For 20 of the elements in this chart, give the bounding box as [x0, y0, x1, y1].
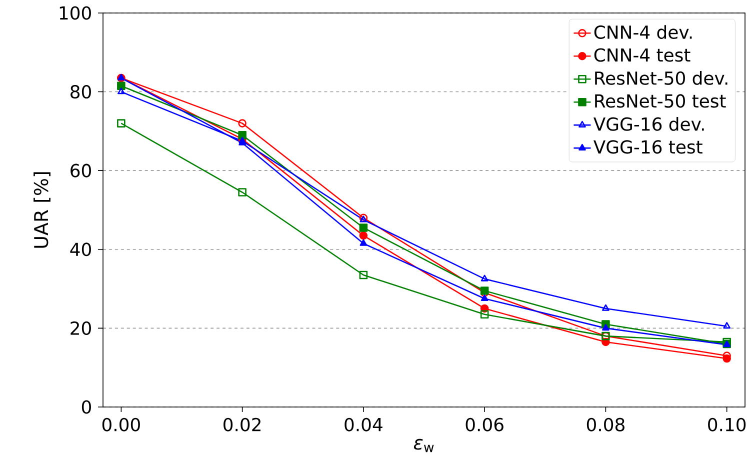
x-tick-label: 0.02 [224, 418, 260, 432]
legend-label: ResNet-50 test [595, 94, 726, 108]
x-tick-label: 0.10 [708, 418, 746, 432]
legend-label: ResNet-50 dev. [595, 71, 728, 85]
x-tick-label: 0.00 [102, 418, 140, 432]
y-tick-label: 80 [70, 85, 91, 99]
y-tick-label: 0 [82, 400, 91, 414]
y-tick-label: 60 [70, 164, 91, 178]
y-tick-label: 40 [70, 242, 91, 256]
y-axis-title: UAR [%] [34, 172, 50, 248]
x-tick-label: 0.08 [586, 418, 624, 432]
x-tick-label: 0.06 [466, 418, 504, 432]
legend-label: CNN-4 test [594, 48, 690, 62]
x-tick-label: 0.04 [344, 418, 382, 432]
y-tick-label: 20 [70, 321, 91, 335]
x-axis-title: ε$_{w}$ [414, 438, 434, 452]
legend-label: CNN-4 dev. [594, 25, 692, 39]
legend-label: VGG-16 dev. [594, 116, 704, 131]
y-tick-label: 100 [60, 6, 91, 20]
legend-label: VGG-16 test [594, 140, 702, 154]
